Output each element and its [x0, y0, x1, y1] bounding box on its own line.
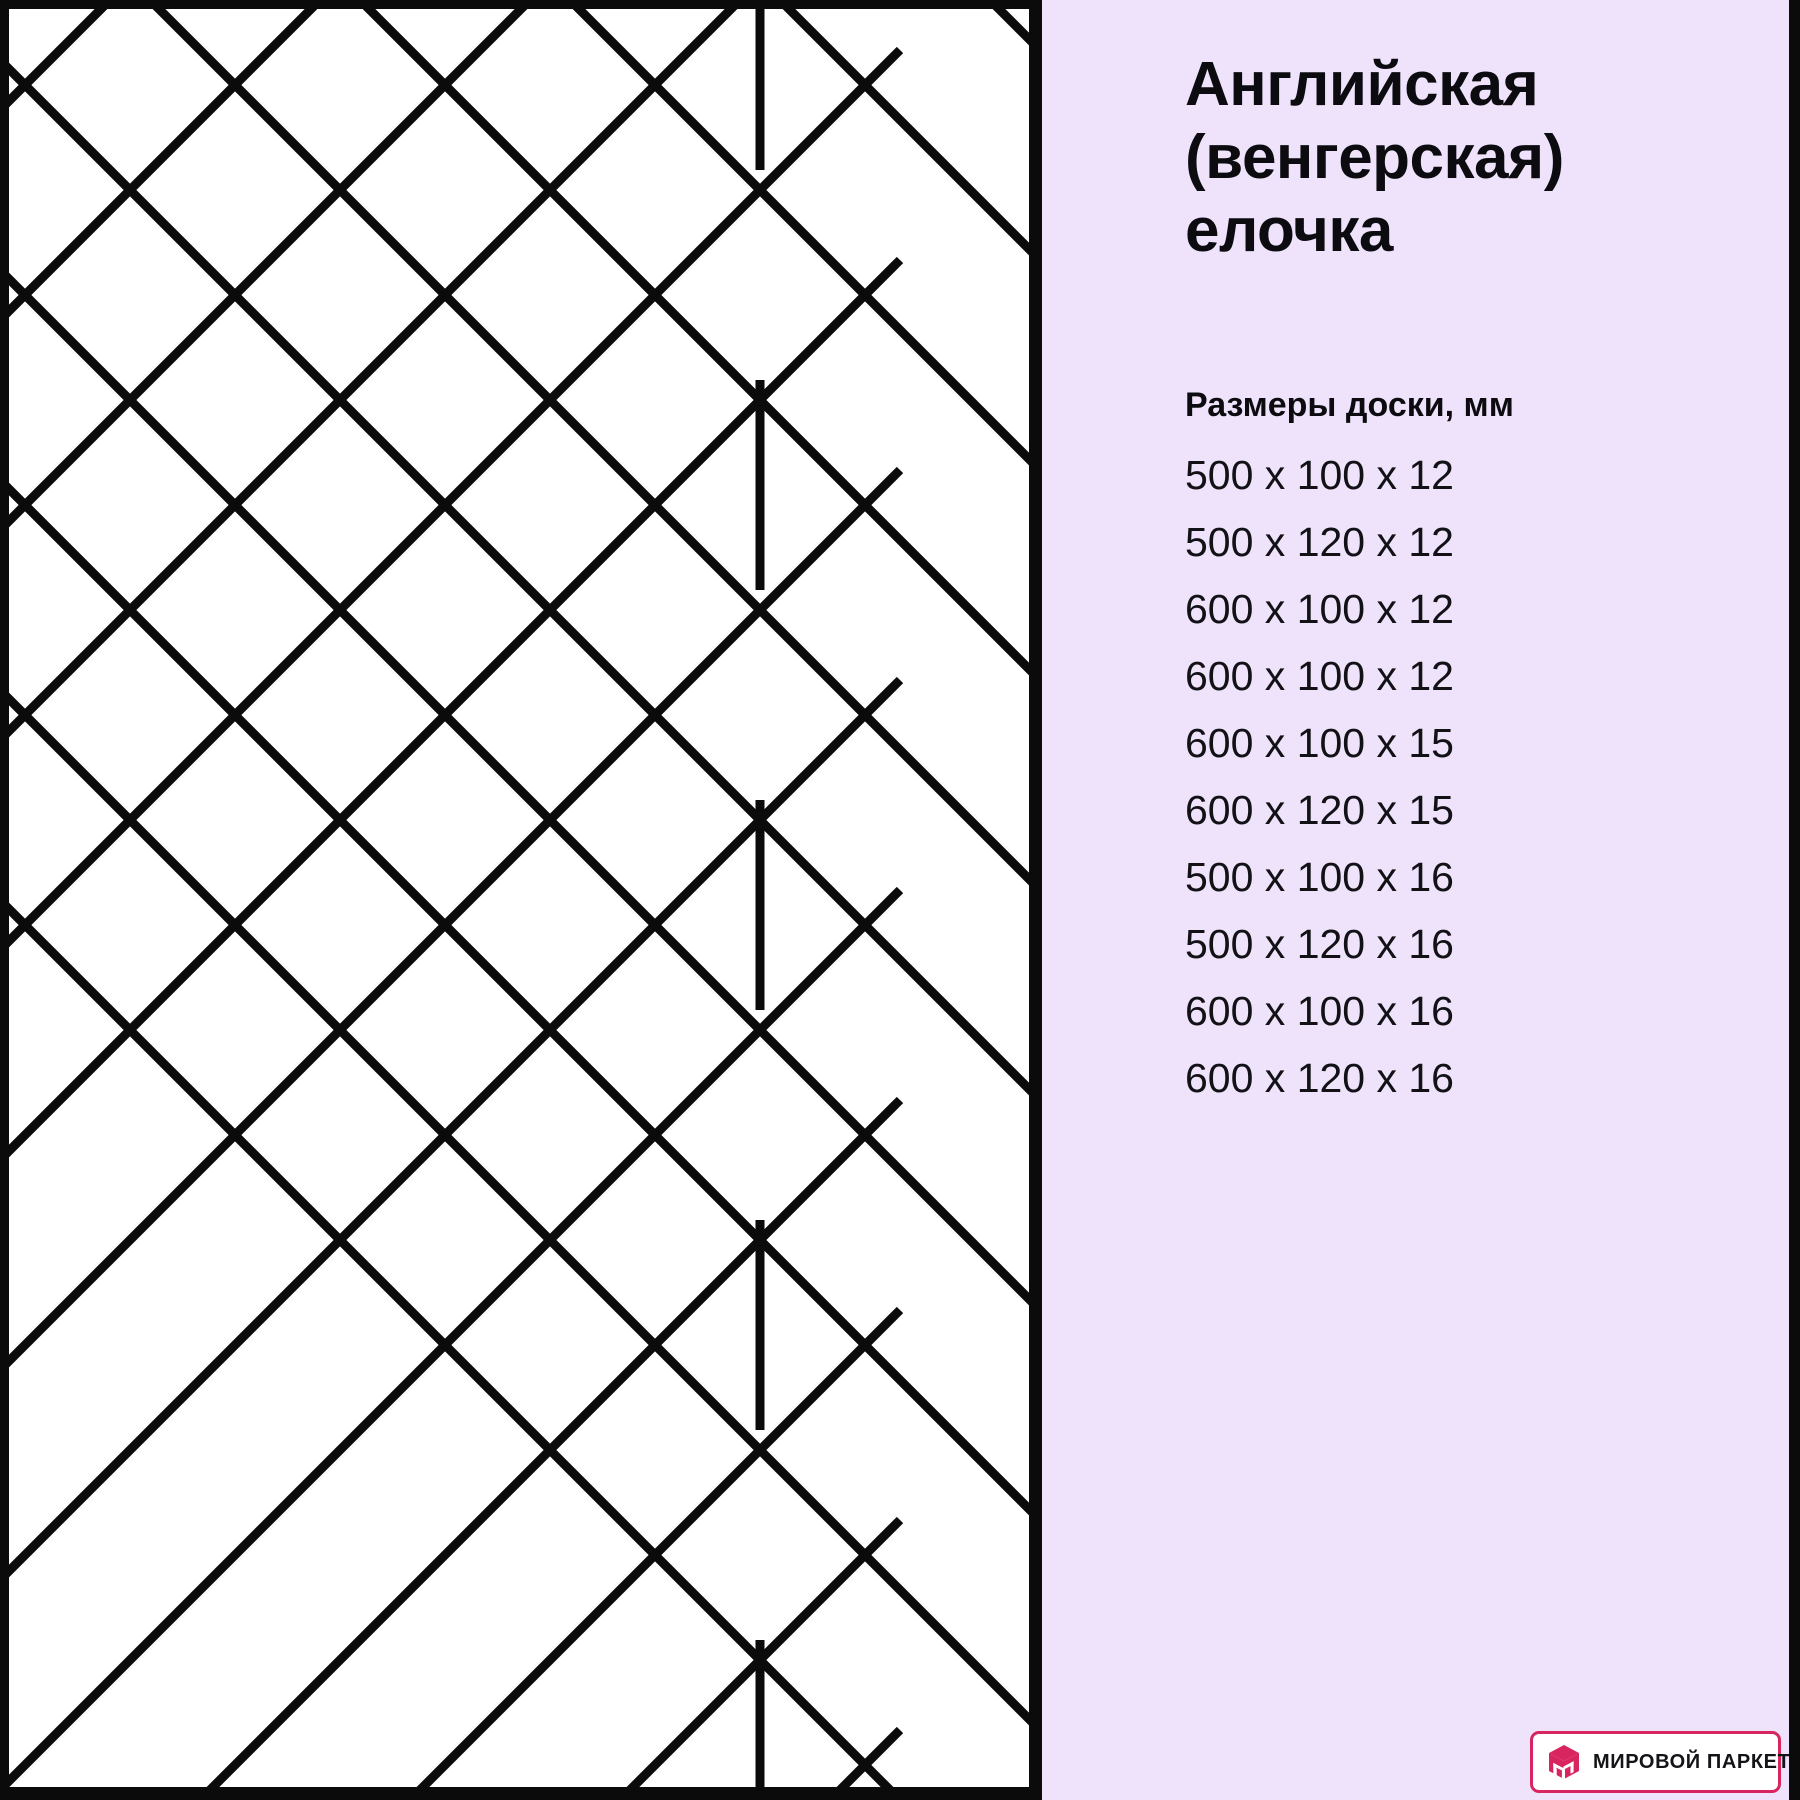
herringbone-pattern-svg: [0, 0, 1042, 1800]
list-item: 600 x 120 x 15: [1185, 787, 1454, 833]
panel-border-bottom: [0, 1787, 1042, 1800]
board-sizes-list: 500 x 100 x 12 500 x 120 x 12 600 x 100 …: [1185, 455, 1745, 1125]
panel-border-top: [0, 0, 1042, 9]
pattern-lines-ascending: [0, 0, 760, 1800]
panel-border-right: [1029, 0, 1042, 1800]
pattern-lines-descending: [760, 0, 1042, 1800]
cube-logo-icon: [1549, 1745, 1579, 1780]
list-item: 500 x 120 x 12: [1185, 519, 1454, 565]
list-item: 500 x 100 x 12: [1185, 452, 1454, 498]
brand-logo: МИРОВОЙ ПАРКЕТ: [1530, 1731, 1790, 1793]
page-title: Английская (венгерская) елочка: [1185, 50, 1564, 266]
panel-border-right-outer: [1789, 0, 1800, 1800]
info-panel: Английская (венгерская) елочка Размеры д…: [1042, 0, 1800, 1800]
pattern-right-endcaps: [760, 0, 904, 1800]
brand-logo-text: МИРОВОЙ ПАРКЕТ: [1593, 1750, 1791, 1773]
list-item: 600 x 100 x 12: [1185, 653, 1454, 699]
list-item: 600 x 120 x 16: [1185, 1055, 1454, 1101]
list-item: 500 x 120 x 16: [1185, 921, 1454, 967]
panel-border-left: [0, 0, 9, 1800]
herringbone-pattern-panel: [0, 0, 1042, 1800]
list-item: 500 x 100 x 16: [1185, 854, 1454, 900]
sizes-heading: Размеры доски, мм: [1185, 386, 1514, 424]
list-item: 600 x 100 x 15: [1185, 720, 1454, 766]
list-item: 600 x 100 x 12: [1185, 586, 1454, 632]
list-item: 600 x 100 x 16: [1185, 988, 1454, 1034]
pattern-left-endcaps: [0, 0, 760, 1800]
pattern-strokes: [0, 0, 1042, 1800]
